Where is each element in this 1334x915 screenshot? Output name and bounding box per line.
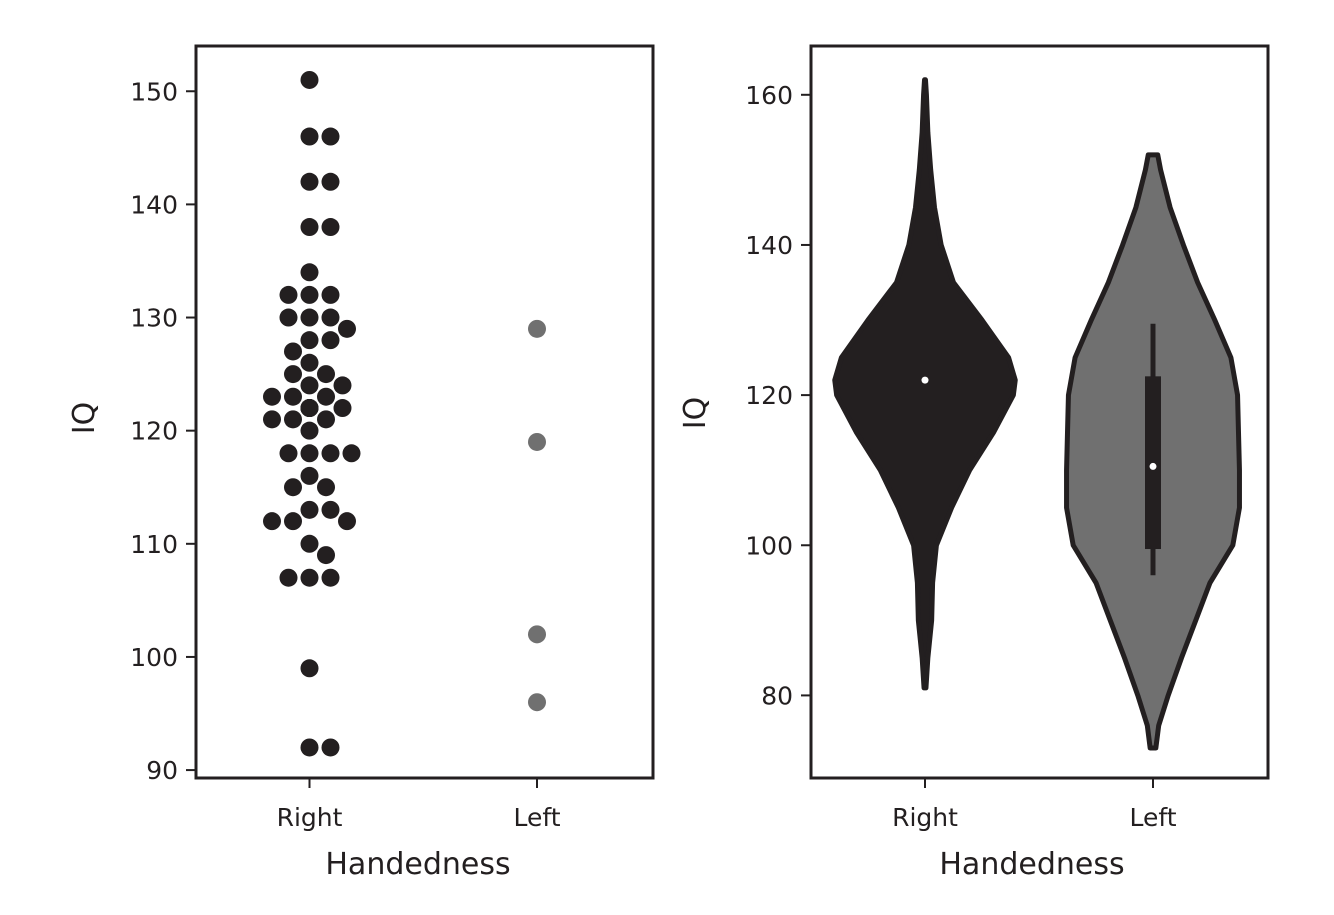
swarm-point: [300, 127, 319, 146]
y-tick-label: 140: [745, 231, 793, 260]
swarm-point: [317, 546, 335, 565]
swarm-point: [284, 365, 302, 384]
swarm-point: [300, 534, 319, 553]
swarm-point: [284, 410, 302, 429]
swarm-point: [528, 432, 546, 451]
swarm-point: [284, 387, 302, 406]
swarm-point: [300, 466, 319, 485]
violin-x-axis-label: Handedness: [939, 847, 1124, 882]
swarm-y-axis-label: IQ: [67, 402, 102, 434]
violin-plot-frame: [809, 44, 1270, 780]
swarm-point: [300, 353, 319, 372]
y-tick-label: 120: [745, 381, 793, 410]
violin-iqr-box: [1145, 376, 1161, 550]
swarm-point: [279, 285, 298, 304]
y-tick-label: 120: [130, 417, 178, 446]
swarm-point: [321, 308, 340, 327]
violin-median-dot: [921, 376, 929, 384]
swarm-plot-frame: [194, 44, 655, 780]
swarm-point: [528, 625, 546, 644]
x-tick-label: Right: [892, 803, 958, 832]
y-tick-label: 100: [745, 531, 793, 560]
swarm-point: [317, 410, 335, 429]
swarm-point: [321, 331, 340, 350]
swarm-point: [528, 319, 546, 338]
swarm-point: [317, 478, 335, 497]
swarm-point: [300, 172, 319, 191]
swarm-point: [338, 512, 356, 531]
swarm-point: [300, 285, 319, 304]
y-tick-label: 160: [745, 81, 793, 110]
violin-x-ticks: Right Left: [892, 778, 1177, 832]
swarm-point: [300, 308, 319, 327]
swarm-point: [321, 127, 340, 146]
swarm-point: [321, 444, 340, 463]
violin-y-ticks: 80 100 120 140 160: [745, 81, 811, 710]
swarm-point: [333, 376, 352, 395]
swarm-point: [321, 285, 340, 304]
swarm-point: [300, 263, 319, 282]
violin-median-dot: [1149, 462, 1157, 470]
violin-body: [832, 77, 1018, 691]
y-tick-label: 110: [130, 530, 178, 559]
x-tick-label: Right: [277, 803, 343, 832]
swarm-point: [300, 218, 319, 237]
swarm-point: [300, 500, 319, 519]
y-tick-label: 140: [130, 190, 178, 219]
y-tick-label: 100: [130, 643, 178, 672]
swarm-point: [279, 568, 298, 587]
swarm-point: [263, 512, 281, 531]
swarm-x-ticks: Right Left: [277, 778, 561, 832]
swarm-point: [300, 331, 319, 350]
y-tick-label: 80: [761, 681, 793, 710]
swarm-y-ticks: 90 100 110 120 130 140 150: [130, 77, 196, 785]
swarm-point: [300, 659, 319, 678]
x-tick-label: Left: [1129, 803, 1176, 832]
swarm-point: [279, 308, 298, 327]
x-tick-label: Left: [513, 803, 560, 832]
swarm-point: [528, 693, 546, 712]
swarm-point: [300, 376, 319, 395]
swarm-point: [321, 172, 340, 191]
swarm-point: [279, 444, 298, 463]
swarm-point: [321, 500, 340, 519]
swarm-point: [300, 568, 319, 587]
violin-plot: 80 100 120 140 160 Right Left Handedness IQ: [678, 44, 1270, 882]
swarm-point: [338, 319, 356, 338]
swarm-point: [284, 478, 302, 497]
swarm-point: [342, 444, 361, 463]
y-tick-label: 150: [130, 77, 178, 106]
swarm-point: [284, 342, 302, 361]
swarm-x-axis-label: Handedness: [325, 847, 510, 882]
swarm-point: [263, 410, 281, 429]
swarm-point: [300, 421, 319, 440]
y-tick-label: 130: [130, 304, 178, 333]
violin-marks: [832, 77, 1242, 751]
swarm-point: [300, 738, 319, 757]
violin-y-axis-label: IQ: [678, 397, 713, 429]
swarm-point: [321, 738, 340, 757]
swarm-point: [317, 365, 335, 384]
swarm-point: [321, 218, 340, 237]
swarm-point: [333, 399, 352, 418]
swarm-point: [263, 387, 281, 406]
swarm-point: [284, 512, 302, 531]
y-tick-label: 90: [146, 756, 178, 785]
swarm-plot: 90 100 110 120 130 140 150 Right Left Handednes…: [67, 44, 655, 882]
swarm-point: [300, 444, 319, 463]
swarm-point: [321, 568, 340, 587]
swarm-point: [300, 399, 319, 418]
swarm-marks: [263, 70, 546, 757]
swarm-point: [300, 70, 319, 89]
swarm-point: [317, 387, 335, 406]
